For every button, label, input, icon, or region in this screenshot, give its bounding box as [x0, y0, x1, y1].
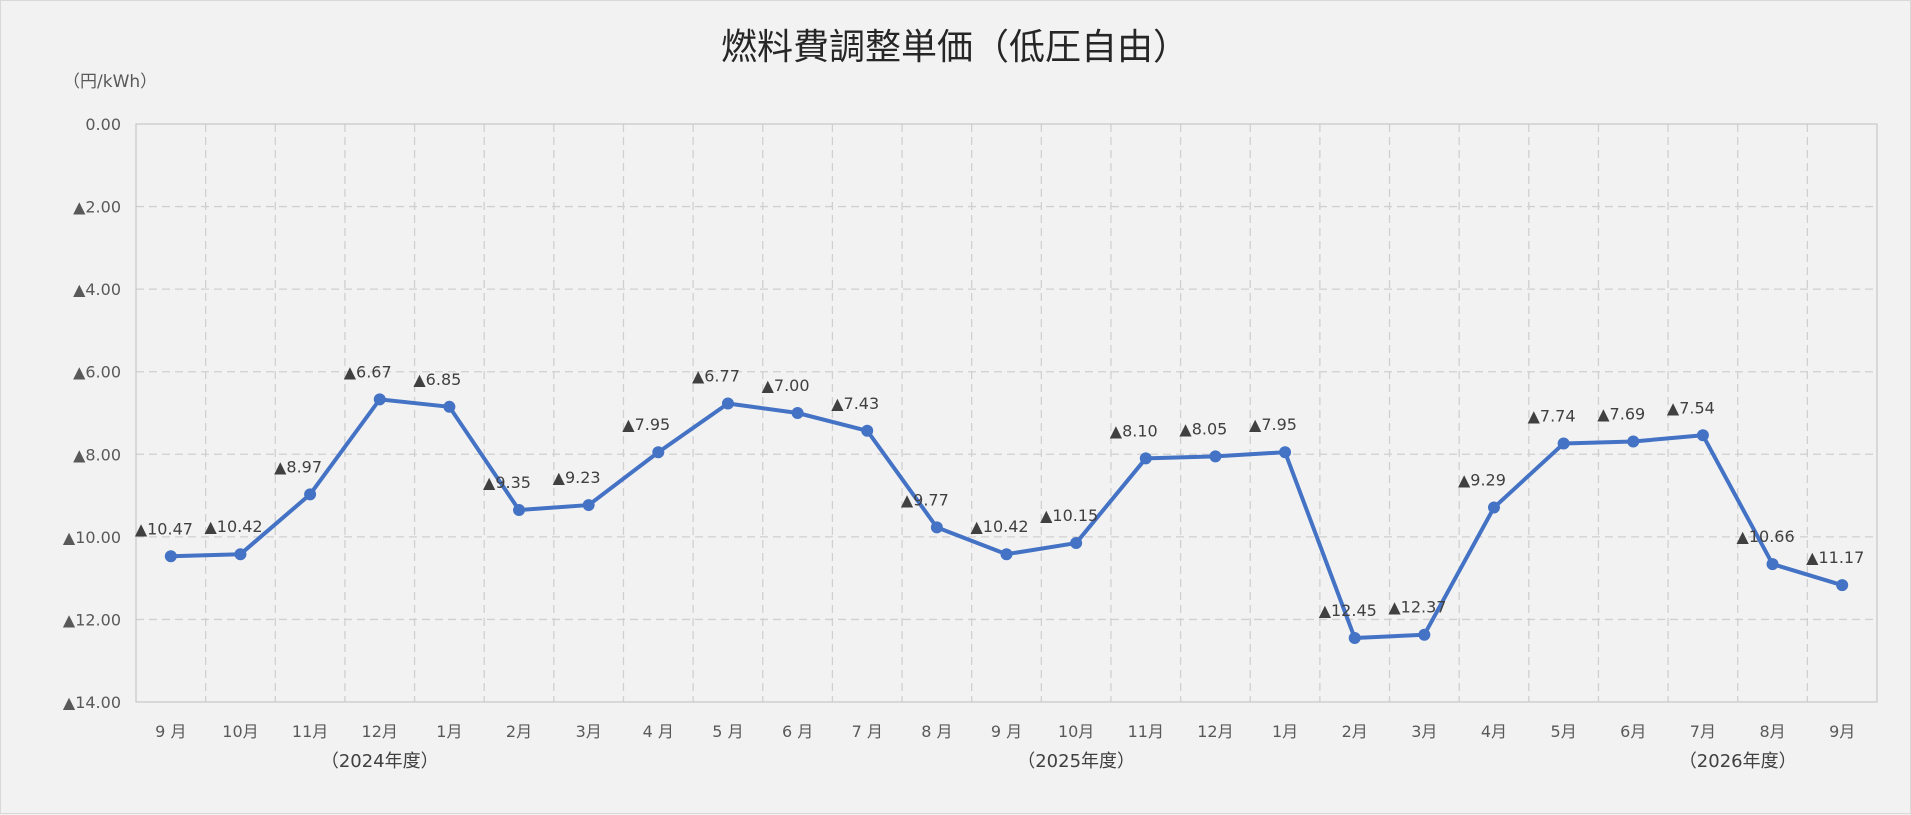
y-tick-label: ▲10.00 — [63, 528, 121, 547]
data-label: ▲9.23 — [553, 468, 601, 487]
data-label: ▲10.42 — [204, 517, 262, 536]
data-point — [861, 424, 874, 437]
data-label: ▲7.95 — [1249, 415, 1297, 434]
data-point — [1696, 429, 1709, 442]
y-tick-label: ▲2.00 — [73, 198, 121, 217]
x-tick-label: 10月 — [222, 722, 258, 741]
y-tick-label: 0.00 — [85, 115, 121, 134]
data-label: ▲7.74 — [1528, 407, 1576, 426]
data-label: ▲10.47 — [135, 519, 193, 538]
x-tick-label: 8 月 — [921, 722, 952, 741]
y-tick-label: ▲8.00 — [73, 445, 121, 464]
data-point — [1487, 501, 1500, 514]
data-label: ▲6.77 — [692, 367, 740, 386]
x-tick-label: 9 月 — [155, 722, 186, 741]
chart-title: 燃料費調整単価（低圧自由） — [721, 27, 1189, 68]
x-tick-label: 7月 — [1690, 722, 1716, 741]
gridlines — [136, 124, 1877, 702]
fiscal-year-label: （2024年度） — [321, 751, 439, 772]
x-tick-label: 9 月 — [991, 722, 1022, 741]
y-axis-unit-label: （円/kWh） — [63, 72, 157, 92]
data-label: ▲7.00 — [762, 376, 810, 395]
x-tick-label: 2月 — [1342, 722, 1368, 741]
data-point — [1209, 450, 1222, 463]
data-labels: ▲10.47 ▲10.42 ▲8.97 ▲6.67 ▲6.85 ▲9.35 ▲9.23 ▲7.… — [135, 362, 1864, 620]
x-axis-ticks: 9 月 10月 11月 12月 1月 2月 3月 4 月 5 月 6 月 7 月 8 月 9 月 10月 1… — [155, 722, 1855, 741]
data-label: ▲6.67 — [344, 362, 392, 381]
data-point — [582, 499, 595, 512]
data-label: ▲9.77 — [901, 490, 949, 509]
data-point — [1627, 435, 1640, 448]
data-label: ▲7.43 — [831, 394, 879, 413]
x-tick-label: 12月 — [1197, 722, 1233, 741]
data-point — [1000, 548, 1013, 561]
data-point — [1418, 628, 1431, 641]
y-tick-label: ▲4.00 — [73, 280, 121, 299]
x-tick-label: 3月 — [1411, 722, 1437, 741]
x-tick-label: 7 月 — [852, 722, 883, 741]
x-tick-label: 6月 — [1620, 722, 1646, 741]
x-tick-label: 11月 — [1128, 722, 1164, 741]
x-tick-label: 2月 — [506, 722, 532, 741]
x-tick-label: 8月 — [1759, 722, 1785, 741]
data-label: ▲10.42 — [971, 517, 1029, 536]
data-point — [373, 393, 386, 406]
data-point — [791, 407, 804, 419]
data-point — [1070, 537, 1083, 550]
fiscal-year-label: （2026年度） — [1679, 751, 1797, 772]
data-label: ▲7.54 — [1667, 398, 1715, 417]
x-tick-label: 1月 — [1272, 722, 1298, 741]
fiscal-year-labels: （2024年度） （2025年度） （2026年度） — [321, 751, 1797, 772]
y-tick-label: ▲14.00 — [63, 693, 121, 712]
data-point — [1139, 452, 1152, 465]
x-tick-label: 5月 — [1551, 722, 1577, 741]
data-point — [1557, 437, 1570, 450]
data-point — [652, 446, 665, 459]
data-label: ▲7.95 — [622, 415, 670, 434]
x-tick-label: 10月 — [1058, 722, 1094, 741]
x-tick-label: 4 月 — [643, 722, 674, 741]
data-label: ▲9.29 — [1458, 471, 1506, 490]
plot-area-border — [135, 123, 1878, 703]
x-tick-label: 4月 — [1481, 722, 1507, 741]
data-label: ▲10.66 — [1737, 527, 1795, 546]
data-point — [164, 550, 177, 563]
data-label: ▲11.17 — [1806, 548, 1864, 567]
data-point — [1279, 446, 1292, 459]
data-point — [304, 488, 317, 501]
data-points — [164, 393, 1849, 645]
data-point — [721, 397, 734, 410]
data-label: ▲10.15 — [1040, 506, 1098, 525]
data-point — [1348, 632, 1361, 645]
data-label: ▲8.97 — [274, 457, 322, 476]
x-tick-label: 9月 — [1829, 722, 1855, 741]
x-tick-label: 6 月 — [782, 722, 813, 741]
data-point — [513, 504, 526, 517]
data-point — [234, 548, 247, 561]
data-label: ▲6.85 — [413, 370, 461, 389]
data-point — [930, 521, 943, 534]
data-point — [443, 400, 456, 413]
data-label: ▲8.10 — [1110, 421, 1158, 440]
data-label: ▲12.45 — [1319, 601, 1377, 620]
x-tick-label: 12月 — [362, 722, 398, 741]
data-label: ▲7.69 — [1597, 404, 1645, 423]
y-tick-label: ▲12.00 — [63, 610, 121, 629]
data-point — [1836, 579, 1849, 592]
y-axis-ticks: 0.00 ▲2.00 ▲4.00 ▲6.00 ▲8.00 ▲10.00 ▲12.00 ▲14.… — [63, 115, 121, 712]
data-label: ▲8.05 — [1179, 419, 1227, 438]
x-tick-label: 5 月 — [712, 722, 743, 741]
x-tick-label: 11月 — [292, 722, 328, 741]
x-tick-label: 1月 — [436, 722, 462, 741]
y-tick-label: ▲6.00 — [73, 363, 121, 382]
x-tick-label: 3月 — [576, 722, 602, 741]
data-label: ▲9.35 — [483, 473, 531, 492]
fiscal-year-label: （2025年度） — [1017, 751, 1135, 772]
data-label: ▲12.37 — [1388, 598, 1446, 617]
data-point — [1766, 558, 1779, 571]
